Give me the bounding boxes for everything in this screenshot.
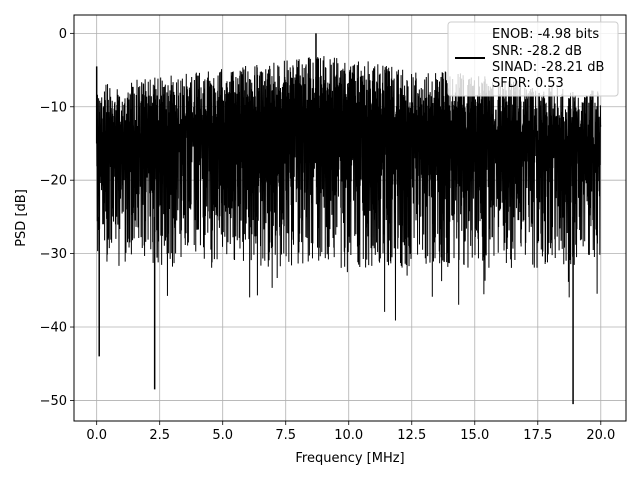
x-tick-label: 20.0 — [586, 428, 615, 443]
y-tick-label: −30 — [40, 247, 67, 262]
legend-enob: ENOB: -4.98 bits — [492, 27, 599, 42]
plot-frame — [73, 14, 627, 422]
y-axis-label: PSD [dB] — [14, 189, 29, 247]
x-tick-label: 12.5 — [397, 428, 426, 443]
ticks: 0.0 2.5 5.0 7.5 10.0 12.5 15.0 17.5 20.0 0 −10 −20 −… — [40, 27, 616, 443]
legend: ENOB: -4.98 bits SNR: -28.2 dB SINAD: -2… — [447, 21, 619, 97]
legend-sfdr: SFDR: 0.53 — [492, 76, 564, 91]
y-tick-label: −40 — [40, 321, 67, 336]
psd-series — [95, 33, 602, 405]
y-tick-label: 0 — [59, 27, 67, 42]
x-tick-label: 10.0 — [334, 428, 363, 443]
x-tick-label: 0.0 — [86, 428, 107, 443]
x-tick-label: 2.5 — [149, 428, 170, 443]
x-tick-label: 15.0 — [460, 428, 489, 443]
x-axis-label: Frequency [MHz] — [295, 451, 404, 466]
x-tick-label: 5.0 — [212, 428, 233, 443]
x-tick-label: 7.5 — [275, 428, 296, 443]
legend-sinad: SINAD: -28.21 dB — [492, 60, 604, 75]
legend-snr: SNR: -28.2 dB — [492, 44, 582, 59]
y-tick-label: −20 — [40, 174, 67, 189]
legend-box — [447, 21, 619, 97]
y-tick-label: −10 — [40, 100, 67, 115]
psd-line — [96, 56, 602, 321]
y-tick-label: −50 — [40, 394, 67, 409]
x-tick-label: 17.5 — [523, 428, 552, 443]
